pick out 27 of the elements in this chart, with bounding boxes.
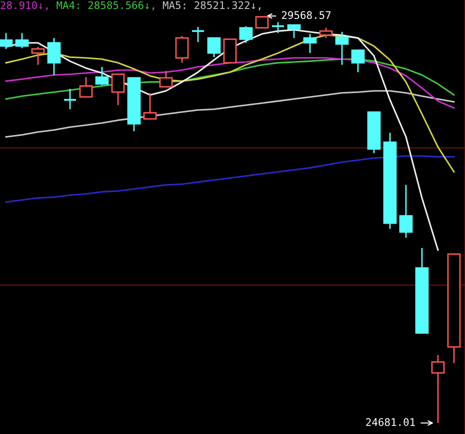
- annotation: 24681.01: [366, 418, 415, 426]
- candlestick: [79, 76, 93, 98]
- candlestick: [47, 37, 61, 76]
- candlestick: [63, 88, 77, 110]
- text: MA4: 28585.566↓,: [56, 1, 154, 10]
- candlestick: [143, 92, 157, 120]
- candlestick: [287, 24, 301, 39]
- text: 28.910↓,: [0, 1, 48, 10]
- candlestick: [351, 49, 365, 73]
- candlestick: [319, 27, 333, 39]
- candlestick: [159, 70, 173, 88]
- candlestick: [207, 37, 221, 58]
- text: MA5: 28521.322↓,: [162, 1, 260, 10]
- annotation: 29568.57: [282, 11, 331, 20]
- candlestick: [223, 38, 237, 64]
- candlestick: [335, 31, 349, 66]
- candlestick: [95, 66, 109, 86]
- candlestick: [111, 74, 125, 106]
- candlestick: [271, 21, 285, 34]
- candlestick: [31, 46, 45, 66]
- candlestick: [239, 25, 253, 44]
- candlestick: [175, 35, 189, 64]
- candlestick: [0, 32, 13, 50]
- candlestick: [15, 32, 29, 49]
- candlestick: [399, 184, 413, 239]
- candlestick: [191, 26, 205, 43]
- candlestick: [303, 33, 317, 54]
